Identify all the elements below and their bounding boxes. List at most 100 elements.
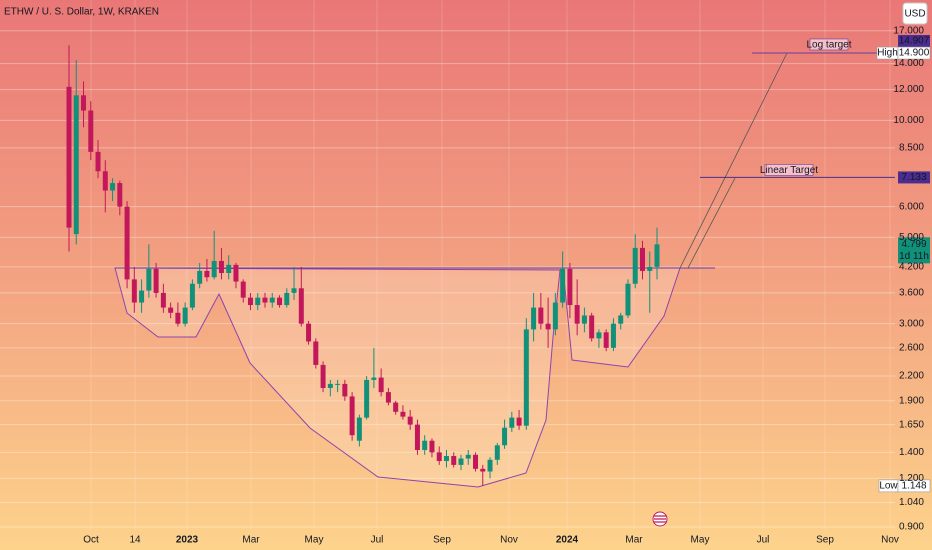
candle-body xyxy=(146,268,152,291)
candle-body xyxy=(538,307,544,324)
candle-body xyxy=(102,171,108,191)
y-tick-label: 3.600 xyxy=(899,288,924,299)
y-tick-label: 3.000 xyxy=(899,318,924,329)
log-projection xyxy=(679,52,788,269)
candle-body xyxy=(269,297,275,303)
linear-target-price: 7.133 xyxy=(901,172,926,183)
currency-box[interactable] xyxy=(902,2,928,25)
y-tick-label: 1.040 xyxy=(899,497,924,508)
y-tick-label: 10.000 xyxy=(893,115,924,126)
candle-body xyxy=(189,283,195,308)
candle-body xyxy=(589,315,595,339)
candle-body xyxy=(88,110,94,152)
candle-body xyxy=(356,417,362,441)
candle-body xyxy=(603,332,609,348)
y-tick-label: 1.650 xyxy=(899,419,924,430)
linear-target-box xyxy=(764,164,814,176)
candle-body xyxy=(117,183,123,207)
linear-target-text: Linear Target xyxy=(760,165,818,176)
candle-body xyxy=(342,383,348,397)
candle-body xyxy=(73,95,79,235)
candle-body xyxy=(385,392,391,403)
log-target-price: 14.907 xyxy=(899,36,930,47)
candle-body xyxy=(647,266,653,271)
candle-body xyxy=(175,312,181,324)
candle-body xyxy=(545,323,551,330)
candle-body xyxy=(291,288,297,293)
linear-target-price-box xyxy=(898,171,930,184)
candle-body xyxy=(153,268,159,293)
y-tick-label: 0.900 xyxy=(899,522,924,533)
x-tick-label: Jul xyxy=(371,535,384,546)
currency: USD xyxy=(904,9,925,20)
candle-body xyxy=(581,315,587,324)
candle-body xyxy=(131,279,137,303)
x-tick-label: Sep xyxy=(816,535,834,546)
candle-body xyxy=(574,305,580,324)
candle-body xyxy=(371,377,377,380)
candle-body xyxy=(465,454,471,459)
candle-body xyxy=(182,307,188,324)
candle-body xyxy=(487,459,493,472)
low-price-box xyxy=(897,479,931,493)
cup-outline xyxy=(114,267,561,488)
candle-body xyxy=(429,440,435,453)
candle-body xyxy=(480,468,486,472)
x-tick-label: Sep xyxy=(433,535,451,546)
candle-body xyxy=(639,247,645,271)
candle-body xyxy=(560,268,566,303)
candle-body xyxy=(654,244,660,267)
candle-body xyxy=(414,424,420,450)
y-tick-label: 14.000 xyxy=(893,58,924,69)
x-tick-label: Nov xyxy=(500,535,518,546)
y-tick-label: 17.000 xyxy=(893,25,924,36)
candle-body xyxy=(327,383,333,388)
candle-body xyxy=(306,323,312,342)
countdown: 1d 11h xyxy=(899,251,929,262)
flag-icon xyxy=(652,511,668,527)
x-tick-label: Mar xyxy=(625,535,643,546)
x-tick-label: May xyxy=(305,535,324,546)
low-name: Low xyxy=(879,481,898,492)
candle-body xyxy=(124,206,130,280)
candle-body xyxy=(277,297,283,306)
candle-body xyxy=(262,297,268,303)
candle-body xyxy=(458,458,464,465)
candle-body xyxy=(160,292,166,308)
candle-body xyxy=(378,377,384,393)
candle-body xyxy=(596,332,602,339)
candles xyxy=(66,45,660,486)
candle-body xyxy=(618,315,624,324)
y-tick-label: 12.000 xyxy=(893,84,924,95)
linear-projection xyxy=(687,177,736,269)
y-tick-label: 8.500 xyxy=(899,142,924,153)
candle-body xyxy=(298,288,304,324)
x-tick-label: Mar xyxy=(242,535,260,546)
y-tick-label: 2.200 xyxy=(899,371,924,382)
last-price-box xyxy=(898,237,930,264)
candle-body xyxy=(473,454,479,469)
candle-body xyxy=(81,95,87,111)
candle-body xyxy=(349,396,355,436)
candle-body xyxy=(110,183,116,191)
candle-body xyxy=(552,302,558,330)
candle-body xyxy=(320,364,326,388)
grid xyxy=(0,0,895,530)
high-price: 14.900 xyxy=(899,48,930,59)
candle-body xyxy=(284,292,290,306)
y-tick-label: 1.400 xyxy=(899,447,924,458)
candle-body xyxy=(451,456,457,465)
low-price: 1.148 xyxy=(901,481,926,492)
symbol-title: ETHW / U. S. Dollar, 1W, KRAKEN xyxy=(4,7,159,18)
y-tick-label: 5.000 xyxy=(899,232,924,243)
candle-body xyxy=(610,323,616,348)
candle-body xyxy=(240,281,246,298)
candle-body xyxy=(335,383,341,385)
y-tick-label: 1.200 xyxy=(899,473,924,484)
x-tick-label: 14 xyxy=(129,535,141,546)
candle-body xyxy=(197,270,203,284)
y-tick-label: 1.900 xyxy=(899,395,924,406)
candle-body xyxy=(494,445,500,460)
candle-body xyxy=(436,452,442,462)
